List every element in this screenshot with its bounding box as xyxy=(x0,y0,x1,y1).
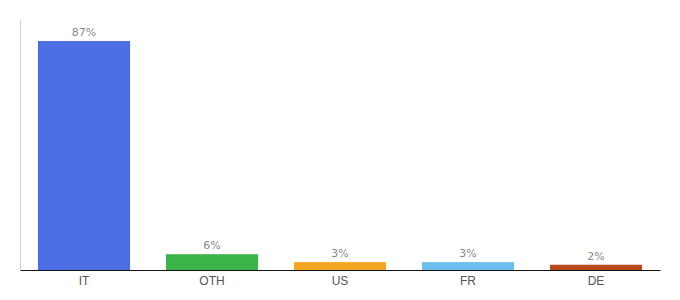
y-axis-line xyxy=(20,21,21,271)
x-axis-line xyxy=(21,270,661,271)
bar xyxy=(550,265,642,270)
x-tick: US xyxy=(332,274,349,288)
x-tick-label: IT xyxy=(79,274,90,288)
x-tick-label: FR xyxy=(460,274,476,288)
chart: IT OTH US FR DE 87% 6% 3% 3% 2% xyxy=(0,0,680,300)
y-axis xyxy=(20,21,21,271)
x-axis: IT OTH US FR DE xyxy=(21,271,661,288)
bar xyxy=(422,262,514,270)
x-tick: IT xyxy=(79,274,90,288)
x-tick-label: DE xyxy=(588,274,605,288)
data-label: 3% xyxy=(331,247,348,260)
x-tick: FR xyxy=(460,274,476,288)
x-tick-label: OTH xyxy=(199,274,224,288)
data-labels: 87% 6% 3% 3% 2% xyxy=(72,26,605,263)
bar xyxy=(38,41,130,270)
x-tick: OTH xyxy=(199,274,224,288)
bars xyxy=(38,41,642,270)
data-label: 3% xyxy=(459,247,476,260)
x-tick-label: US xyxy=(332,274,349,288)
data-label: 2% xyxy=(587,250,604,263)
plot: IT OTH US FR DE 87% 6% 3% 3% 2% xyxy=(21,21,661,288)
bar xyxy=(294,262,386,270)
data-label: 6% xyxy=(203,239,220,252)
bar xyxy=(166,254,258,270)
x-tick: DE xyxy=(588,274,605,288)
data-label: 87% xyxy=(72,26,96,39)
